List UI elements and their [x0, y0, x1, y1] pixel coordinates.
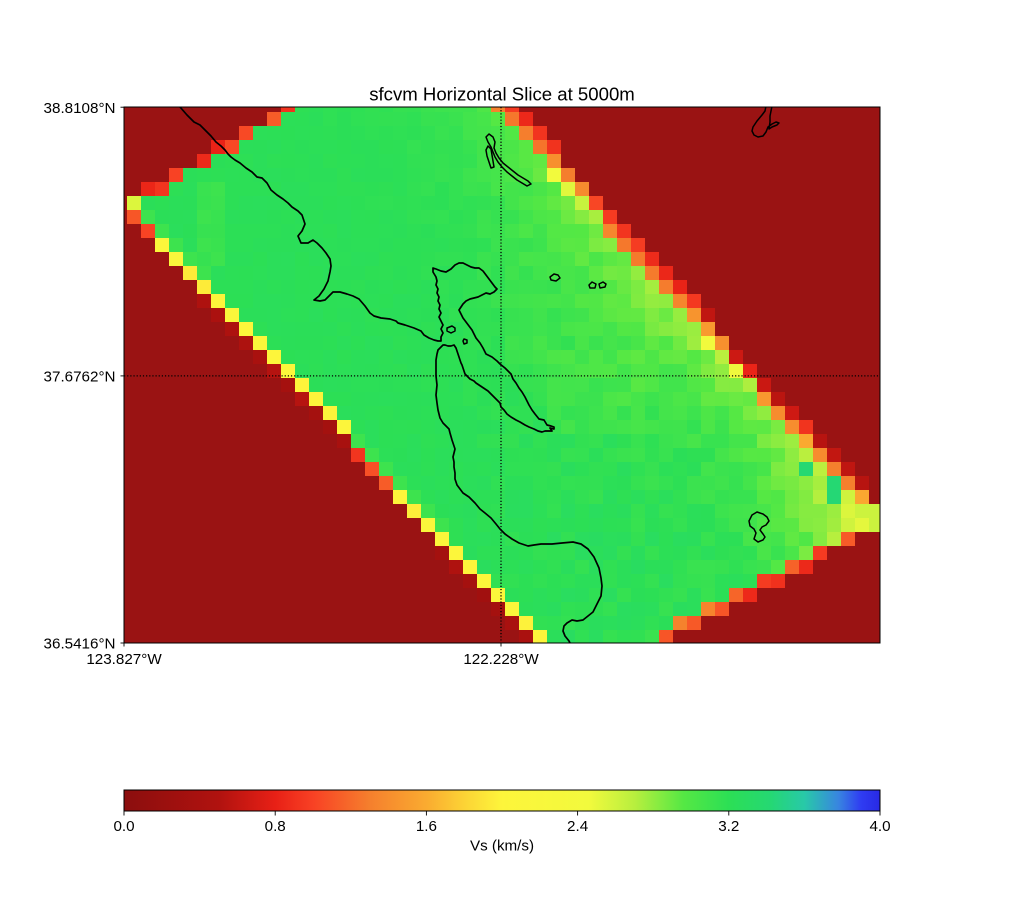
svg-text:122.228°W: 122.228°W: [463, 651, 539, 668]
svg-text:Vs (km/s): Vs (km/s): [470, 838, 534, 855]
svg-text:0.8: 0.8: [265, 818, 286, 835]
svg-text:1.6: 1.6: [416, 818, 437, 835]
svg-text:123.827°W: 123.827°W: [86, 651, 162, 668]
svg-text:37.6762°N: 37.6762°N: [44, 368, 116, 385]
svg-text:38.8108°N: 38.8108°N: [44, 100, 116, 117]
svg-text:36.5416°N: 36.5416°N: [44, 636, 116, 653]
svg-text:3.2: 3.2: [718, 818, 739, 835]
svg-text:0.0: 0.0: [113, 818, 134, 835]
svg-text:sfcvm Horizontal Slice at 5000: sfcvm Horizontal Slice at 5000m: [369, 83, 635, 104]
svg-text:4.0: 4.0: [869, 818, 890, 835]
svg-text:2.4: 2.4: [567, 818, 588, 835]
